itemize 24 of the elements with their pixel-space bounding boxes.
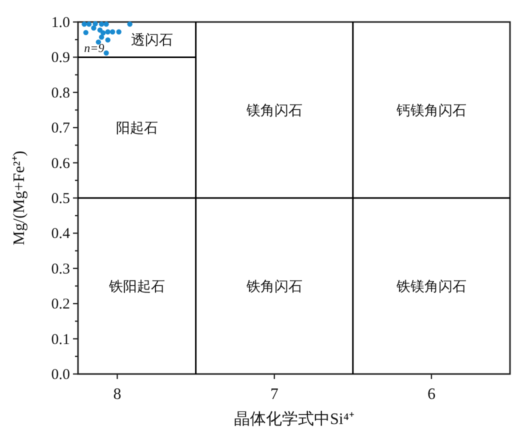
x-tick-label: 7 [270,386,278,403]
annotation: 铁角闪石 [245,279,302,295]
y-tick-label: 0.2 [51,296,70,313]
x-tick-label: 6 [427,386,436,403]
annotation: 铁镁角闪石 [395,279,466,295]
y-tick-label: 0.7 [51,120,70,137]
y-tick-label: 0.0 [51,367,70,383]
x-axis-title: 晶体化学式中Si⁴⁺ [234,410,354,428]
y-tick-label: 0.8 [51,85,70,102]
annotation: 钙镁角闪石 [395,103,466,119]
y-tick-label: 0.5 [51,191,70,207]
y-tick-label: 0.1 [51,332,70,348]
annotation: n=9 [84,40,104,55]
y-axis-title: Mg/(Mg+Fe²⁺) [11,150,28,246]
annotation: 铁阳起石 [108,279,165,295]
x-tick-label: 8 [113,386,122,403]
y-tick-label: 0.3 [51,261,70,278]
y-tick-label: 0.9 [51,50,70,66]
y-tick-label: 1.0 [51,15,70,31]
y-tick-label: 0.6 [51,156,70,172]
y-tick-label: 0.4 [51,226,70,242]
annotation: 透闪石 [130,32,173,49]
annotation: 阳起石 [116,120,158,137]
annotation: 镁角闪石 [245,103,302,119]
